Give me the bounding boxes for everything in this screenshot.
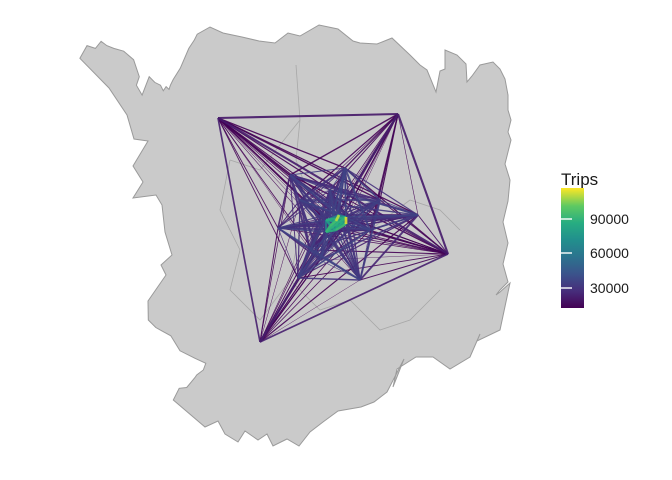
svg-text:60000: 60000: [590, 245, 629, 261]
svg-text:Trips: Trips: [561, 170, 598, 189]
svg-text:90000: 90000: [590, 211, 629, 227]
svg-text:30000: 30000: [590, 280, 629, 296]
